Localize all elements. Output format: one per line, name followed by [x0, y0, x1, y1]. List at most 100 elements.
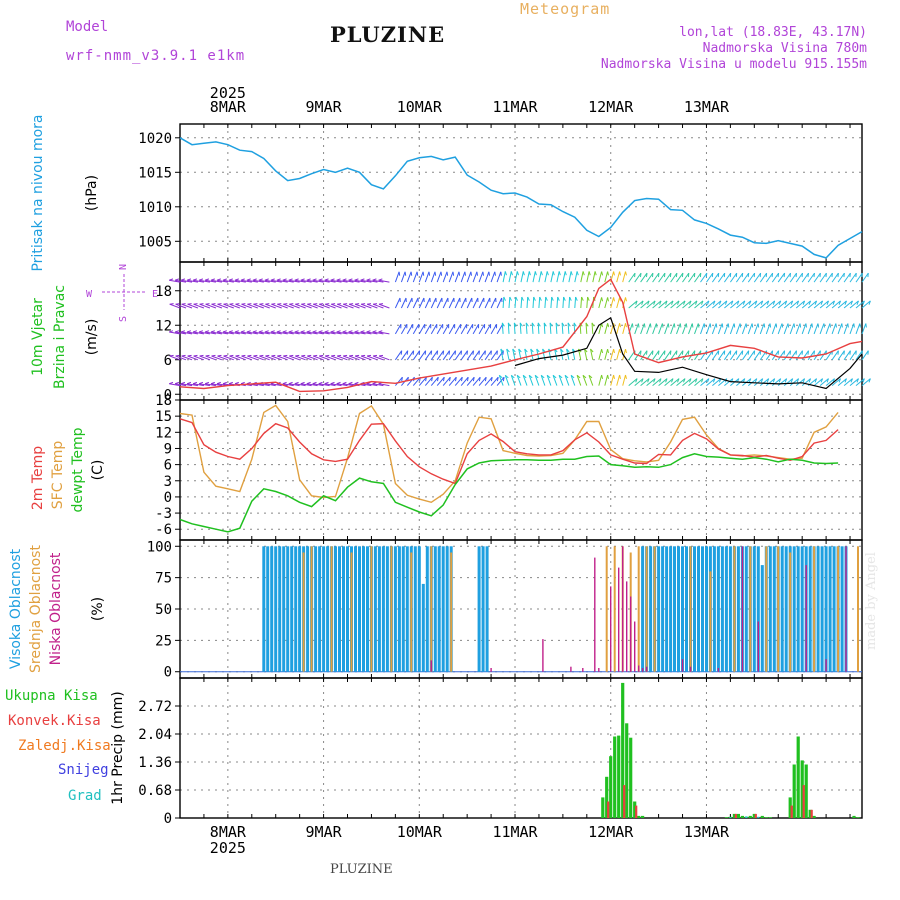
wind-arrow — [412, 297, 419, 309]
wind-arrow-head — [348, 381, 353, 385]
wind-arrow — [646, 272, 654, 283]
time-label-bottom: 10MAR — [397, 823, 443, 841]
wind-arrow — [520, 296, 523, 309]
wind-arrow — [843, 323, 849, 335]
wind-arrow-head — [348, 278, 353, 281]
cloud-bar — [701, 546, 704, 672]
wind-arrow — [175, 383, 187, 387]
cloud-bar — [430, 660, 432, 672]
wind-arrow — [783, 300, 794, 309]
wind-arrow — [682, 378, 692, 386]
wind-arrow — [271, 355, 282, 361]
wind-arrow — [717, 350, 726, 361]
wind-arrow — [199, 331, 210, 335]
wind-arrow-head — [537, 322, 541, 327]
wind-arrow — [222, 279, 234, 283]
wind-arrow-head — [354, 278, 359, 281]
wind-arrow — [312, 383, 324, 387]
wind-arrow-head — [217, 303, 222, 305]
wind-arrow — [753, 350, 762, 361]
wind-arrow-head — [373, 303, 378, 305]
wind-arrow — [247, 303, 258, 309]
wind-arrow — [640, 323, 645, 335]
wind-arrow — [484, 324, 492, 335]
wind-arrow — [855, 300, 865, 309]
wind-arrow — [530, 348, 534, 360]
wind-arrow-head — [569, 296, 572, 301]
wind-arrow — [729, 350, 738, 361]
wind-arrow — [652, 323, 657, 335]
wind-arrow — [502, 296, 505, 309]
wind-arrow — [490, 324, 498, 335]
wind-arrow — [442, 324, 450, 335]
wind-arrow-head — [458, 271, 461, 276]
wind-arrow — [512, 348, 516, 360]
y-tick-label: 2.04 — [138, 727, 172, 743]
wind-arrow-head — [736, 300, 740, 305]
wind-arrow-head — [430, 350, 433, 355]
wind-axis-label: 10m Vjetar — [30, 298, 46, 376]
wind-arrow-head — [741, 350, 744, 355]
wind-arrow — [676, 272, 684, 283]
wind-arrow — [337, 355, 348, 361]
cloud-bar — [294, 546, 298, 672]
cloud-bar — [490, 668, 492, 672]
wind-arrow — [306, 331, 318, 335]
wind-arrow-head — [449, 377, 451, 382]
wind-arrow — [688, 323, 693, 335]
wind-arrow — [567, 322, 570, 334]
wind-arrow — [658, 350, 666, 361]
cloud-bar — [756, 546, 760, 672]
wind-arrow — [843, 300, 853, 309]
wind-arrow-head — [307, 354, 312, 357]
wind-arrow-head — [868, 300, 871, 305]
wind-arrow-head — [494, 271, 496, 276]
wind-arrow-head — [665, 378, 668, 383]
wind-arrow-head — [576, 374, 581, 379]
wind-arrow — [664, 300, 674, 309]
wind-arrow — [306, 279, 318, 283]
wind-arrow — [289, 355, 300, 361]
wind-arrow — [753, 272, 762, 283]
wind-arrow-head — [324, 381, 329, 385]
wind-arrow — [694, 378, 704, 386]
wind-arrow-head — [677, 378, 680, 383]
wind-arrow-head — [442, 350, 445, 355]
time-label-top: 10MAR — [397, 98, 443, 116]
wind-arrow-head — [169, 381, 174, 385]
wind-arrow — [259, 355, 270, 361]
cloud-bar — [362, 546, 365, 672]
wind-arrow — [193, 383, 204, 387]
wind-arrow — [700, 350, 708, 361]
wind-arrow — [378, 383, 390, 387]
cloud-bar — [346, 546, 349, 672]
precip-bar — [740, 815, 744, 818]
wind-arrow-head — [718, 300, 722, 305]
wind-arrow — [694, 300, 704, 309]
wind-arrow-head — [769, 323, 772, 328]
wind-arrow — [406, 271, 412, 283]
wind-arrow — [514, 271, 518, 283]
wind-arrow-head — [790, 300, 794, 305]
cloud-bar — [641, 668, 644, 672]
wind-arrow-head — [504, 271, 507, 276]
wind-arrow-head — [502, 377, 505, 382]
wind-arrow — [582, 375, 588, 386]
temp2m-axis-label: 2m Temp — [30, 446, 46, 510]
wind-arrow — [343, 303, 354, 309]
time-axis: 8MAR 8MAR 9MAR 9MAR 10MAR 10MAR 11MAR 11MAR 12MA… — [210, 84, 730, 857]
wind-arrow — [543, 322, 546, 334]
wind-arrow — [676, 300, 686, 309]
wind-arrow — [741, 272, 750, 283]
wind-arrow — [187, 383, 198, 387]
wind-arrow-head — [312, 278, 317, 281]
wind-arrow-head — [772, 300, 776, 305]
wind-arrow — [801, 300, 811, 309]
cloud-bar — [582, 668, 584, 672]
wind-arrow-head — [681, 350, 684, 355]
precip-bar — [752, 813, 756, 818]
wind-arrow — [546, 375, 552, 386]
time-label-bottom: 9MAR — [306, 823, 343, 841]
y-tick-label: 1010 — [138, 200, 172, 216]
cloud-bar — [716, 546, 720, 672]
